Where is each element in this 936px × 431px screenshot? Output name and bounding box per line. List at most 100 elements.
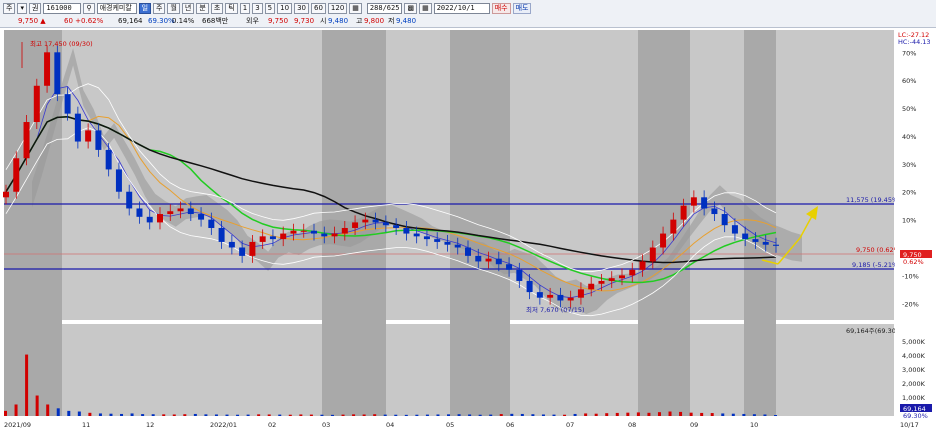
candle-body [44,52,51,86]
interval-button-5[interactable]: 5 [264,3,276,14]
candle-body [269,236,276,240]
volume-bar [510,413,514,416]
volume-bar [25,354,29,416]
volume-bar [594,413,598,416]
volume-bar [679,411,683,416]
volume-bar [541,414,545,416]
volume-bar [731,413,735,416]
month-band [450,30,510,416]
candle-body [259,236,266,242]
candle-body [680,205,687,220]
volume-bar [468,414,472,416]
candle-body [341,227,348,234]
volume-bar [742,413,746,416]
volume-bar [499,414,503,416]
candle-body [218,227,225,242]
volume-bar [109,413,113,416]
period-button-minute[interactable]: 분 [196,3,209,14]
table-icon[interactable]: ▦ [419,3,432,14]
interval-button-1[interactable]: 1 [239,3,251,14]
volume-bar [763,414,767,416]
period-button-day[interactable]: 일 [138,3,152,14]
stock-code-input[interactable]: 161000 [43,3,82,14]
candle-body [3,191,9,198]
interval-button-120[interactable]: 120 [327,3,348,14]
ma-longest-line [5,116,777,264]
volume-bar [162,414,166,416]
settings-icon[interactable]: ▦ [349,3,362,14]
candle-body [567,297,574,301]
volume-bar [436,414,440,416]
candle-body [74,113,81,142]
volume-bar [98,413,102,416]
quote-close-label: 외우 [246,17,259,25]
price-tag [900,250,932,258]
quote-low: 9,480 [396,17,417,25]
count-field[interactable]: 288/625 [366,3,403,14]
candle-body [64,94,71,114]
candle-body [721,214,728,226]
volume-tick-label: 1,000K [902,394,926,402]
market-button-right[interactable]: 권 [28,3,42,14]
interval-button-60[interactable]: 60 [310,3,326,14]
candle-body [177,208,184,212]
candle-body [249,241,256,256]
y-tick-label: -10% [902,272,919,280]
price-chart[interactable]: 최고 17,450 (09/30) 최저 7,670 (07/15) 11,57… [0,28,936,431]
period-button-year[interactable]: 년 [181,3,195,14]
chart-icon[interactable]: ▩ [404,3,418,14]
volume-bar [489,414,493,416]
volume-bar [341,414,345,416]
x-tick-label: 08 [628,421,636,429]
volume-bar [278,414,282,416]
candle-body [454,244,461,248]
buy-button[interactable]: 매수 [491,3,511,14]
candle-body [311,230,317,234]
candle-body [444,241,451,245]
candle-body [608,278,615,281]
candle-body [126,191,133,209]
volume-bar [552,414,556,416]
candle-body [198,214,205,220]
volume-tick-label: 5,000K [902,338,926,346]
quote-open-label: 시 [320,17,327,25]
indicator-lines [5,83,777,317]
period-button-week[interactable]: 주 [153,3,166,14]
month-band [4,30,62,416]
period-button-month[interactable]: 월 [167,3,180,14]
volume-bar [299,414,303,416]
x-tick-label: 09 [690,421,698,429]
candle-body [639,261,646,270]
sell-button[interactable]: 매도 [512,3,532,14]
volume-bar [373,414,377,416]
y-tick-label: 50% [902,105,916,113]
volume-bar [67,410,71,416]
candle-body [690,197,697,206]
market-dropdown[interactable]: ▾ [17,3,27,14]
market-button-stock[interactable]: 주 [3,3,16,14]
stock-name-field[interactable]: 애경케미칼 [96,3,137,14]
month-bands [4,30,776,416]
y-tick-label: 10% [902,217,916,225]
candle-body [413,233,420,237]
quote-close: 9,750 [268,17,289,25]
volume-bar [531,414,535,416]
volume-axis-ticks: 5,000K 4,000K 3,000K 2,000K 1,000K [902,338,926,402]
interval-button-3[interactable]: 3 [252,3,263,14]
candle-body [506,264,513,270]
interval-button-10[interactable]: 10 [277,3,293,14]
period-button-tick[interactable]: 틱 [225,3,238,14]
volume-bar [447,414,451,416]
period-button-second[interactable]: 초 [210,3,224,14]
volume-bar [35,395,39,416]
candle-body [629,269,636,276]
volume-bar [774,415,777,416]
interval-button-30[interactable]: 30 [294,3,309,14]
candle-body [54,52,61,95]
volume-bar [56,408,60,416]
date-input[interactable]: 2022/10/1 [433,3,490,14]
x-tick-label: 04 [386,421,394,429]
search-icon[interactable]: ⚲ [83,3,95,14]
candle-body [526,280,533,293]
volume-bar [626,412,630,416]
